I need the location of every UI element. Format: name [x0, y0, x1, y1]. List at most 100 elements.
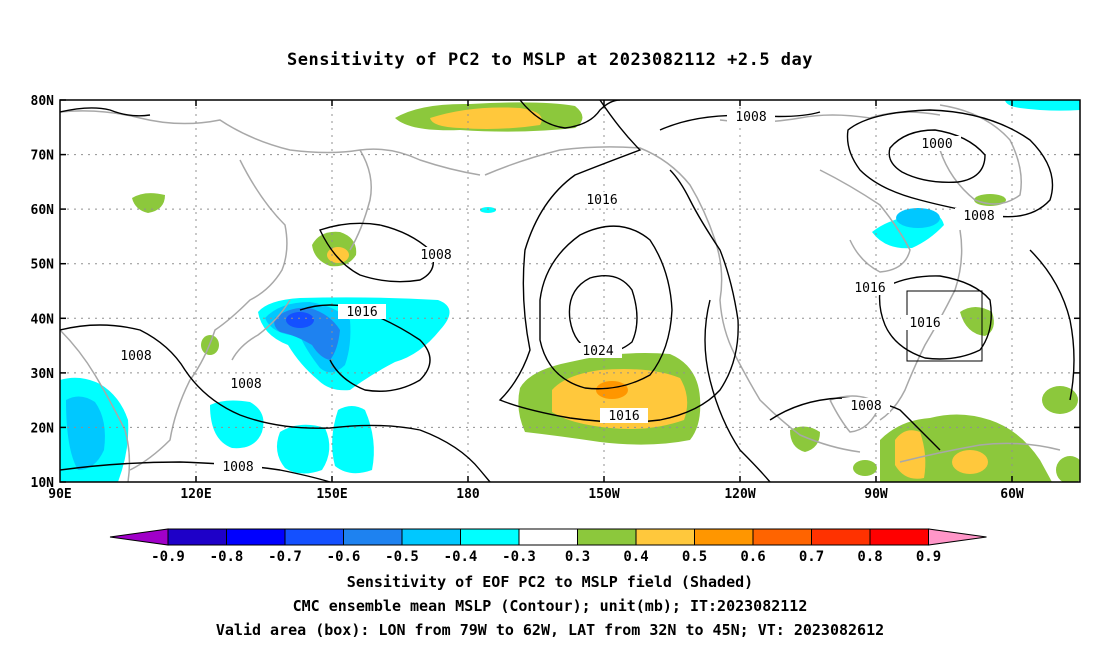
coastline-japan [231, 299, 291, 361]
lon-label: 60W [1000, 487, 1024, 502]
contour-asia-1008 [60, 324, 491, 482]
positive-core-arctic [430, 107, 542, 129]
contour-greenland-low-1008 [846, 109, 1054, 218]
coastline-east-asia [129, 159, 288, 471]
colorbar-arrow-max [928, 528, 987, 546]
contour-north-america-1016 [704, 299, 771, 482]
colorbar-label: -0.8 [210, 549, 244, 565]
svg-text:1016: 1016 [909, 316, 940, 331]
colorbar-label: 0.6 [740, 549, 765, 565]
contour-label: 1008 [955, 208, 1003, 224]
svg-text:1008: 1008 [230, 377, 261, 392]
negative-region-marianas [276, 424, 330, 474]
caption-valid-area: Valid area (box): LON from 79W to 62W, L… [215, 621, 885, 639]
colorbar-label: 0.5 [682, 549, 707, 565]
negative-peak-nw-pacific [286, 312, 314, 328]
colorbar-swatch [167, 528, 227, 546]
contour-siberia-1008 [319, 222, 434, 283]
mslp-contours [60, 100, 1075, 482]
negative-region-arctic-canada [1005, 100, 1080, 111]
coastline-kamchatka [349, 149, 372, 251]
lat-label: 80N [31, 94, 55, 109]
contour-label: 1000 [913, 136, 961, 152]
positive-core-caribbean [895, 430, 926, 479]
colorbar-label: -0.7 [268, 549, 302, 565]
colorbar-label: 0.8 [857, 549, 882, 565]
lon-label: 90W [864, 487, 888, 502]
colorbar-swatch [869, 528, 929, 546]
page-title: Sensitivity of PC2 to MSLP at 2023082112… [286, 50, 813, 70]
colorbar-label: -0.3 [502, 549, 536, 565]
svg-text:1000: 1000 [921, 137, 952, 152]
lon-label: 150W [588, 487, 619, 502]
contour-label: 1008 [222, 376, 270, 392]
contour-arctic-west [60, 107, 151, 117]
caption-shading: Sensitivity of EOF PC2 to MSLP field (Sh… [346, 573, 754, 591]
contour-arctic-low [519, 100, 621, 129]
svg-text:1024: 1024 [582, 344, 613, 359]
lat-label: 40N [31, 312, 55, 327]
contour-atlantic-1008 [1029, 249, 1075, 401]
colorbar-swatch [635, 528, 695, 546]
colorbar-label: 0.9 [916, 549, 941, 565]
svg-text:1008: 1008 [735, 110, 766, 125]
colorbar-swatch [343, 528, 403, 546]
contour-label: 1016 [600, 408, 648, 424]
contour-bermuda-high-1016 [878, 275, 992, 360]
colorbar-swatch [401, 528, 461, 546]
contour-label: 1008 [112, 348, 160, 364]
colorbar-label: 0.4 [623, 549, 648, 565]
caption-contour: CMC ensemble mean MSLP (Contour); unit(m… [292, 597, 808, 615]
positive-peak-ne-pacific [596, 381, 628, 399]
coastline-north-america-east [879, 229, 963, 421]
colorbar-label: -0.9 [151, 549, 185, 565]
lat-label: 70N [31, 149, 55, 164]
colorbar-swatch [284, 528, 344, 546]
contour-label: 1016 [338, 304, 386, 320]
contour-label: 1016 [846, 280, 894, 296]
positive-region-gulf-stream [960, 307, 994, 336]
positive-region-east-atlantic [1042, 386, 1078, 414]
positive-region-mexico-pacific [853, 460, 877, 476]
contour-label: 1008 [727, 109, 775, 125]
contour-label: 1024 [574, 343, 622, 359]
colorbar-swatch [811, 528, 871, 546]
colorbar-swatch [694, 528, 754, 546]
negative-region-alaska-coast [480, 207, 496, 213]
coastlines [60, 104, 1061, 482]
svg-text:1008: 1008 [120, 349, 151, 364]
negative-mid-indochina [66, 396, 105, 470]
svg-text:1016: 1016 [608, 409, 639, 424]
contour-high-inner-1016 [539, 225, 673, 390]
lat-label: 10N [31, 476, 55, 491]
contour-label: 1008 [842, 398, 890, 414]
lon-label: 120E [180, 487, 211, 502]
colorbar-swatch [577, 528, 637, 546]
coastline-indochina [60, 329, 131, 482]
lat-label: 60N [31, 203, 55, 218]
svg-text:1016: 1016 [586, 193, 617, 208]
svg-text:1008: 1008 [420, 248, 451, 263]
contour-greenland-low-1000 [888, 129, 986, 183]
lat-label: 20N [31, 421, 55, 436]
coastline-south-america [899, 442, 1061, 463]
negative-region-wake [332, 406, 374, 474]
negative-mid-labrador [896, 208, 940, 228]
positive-region-siberia [132, 193, 165, 213]
svg-text:1008: 1008 [850, 399, 881, 414]
colorbar-label: -0.6 [327, 549, 361, 565]
positive-core-ne-pacific [552, 369, 688, 429]
map-frame [59, 99, 1081, 483]
longitude-labels: 90E 120E 150E 180 150W 120W 90W 60W [48, 487, 1024, 502]
lat-label: 30N [31, 367, 55, 382]
lon-label: 150E [316, 487, 347, 502]
lat-label: 50N [31, 258, 55, 273]
colorbar-arrow-min [109, 528, 169, 546]
coastline-hudson-bay [819, 169, 911, 273]
axis-ticks [60, 99, 1080, 483]
positive-core-west-atlantic [952, 450, 988, 474]
map-panel: 1008 1000 1008 1016 1008 1016 1016 1016 … [31, 94, 1081, 502]
colorbar-swatch [460, 528, 520, 546]
graticule [60, 100, 1080, 482]
